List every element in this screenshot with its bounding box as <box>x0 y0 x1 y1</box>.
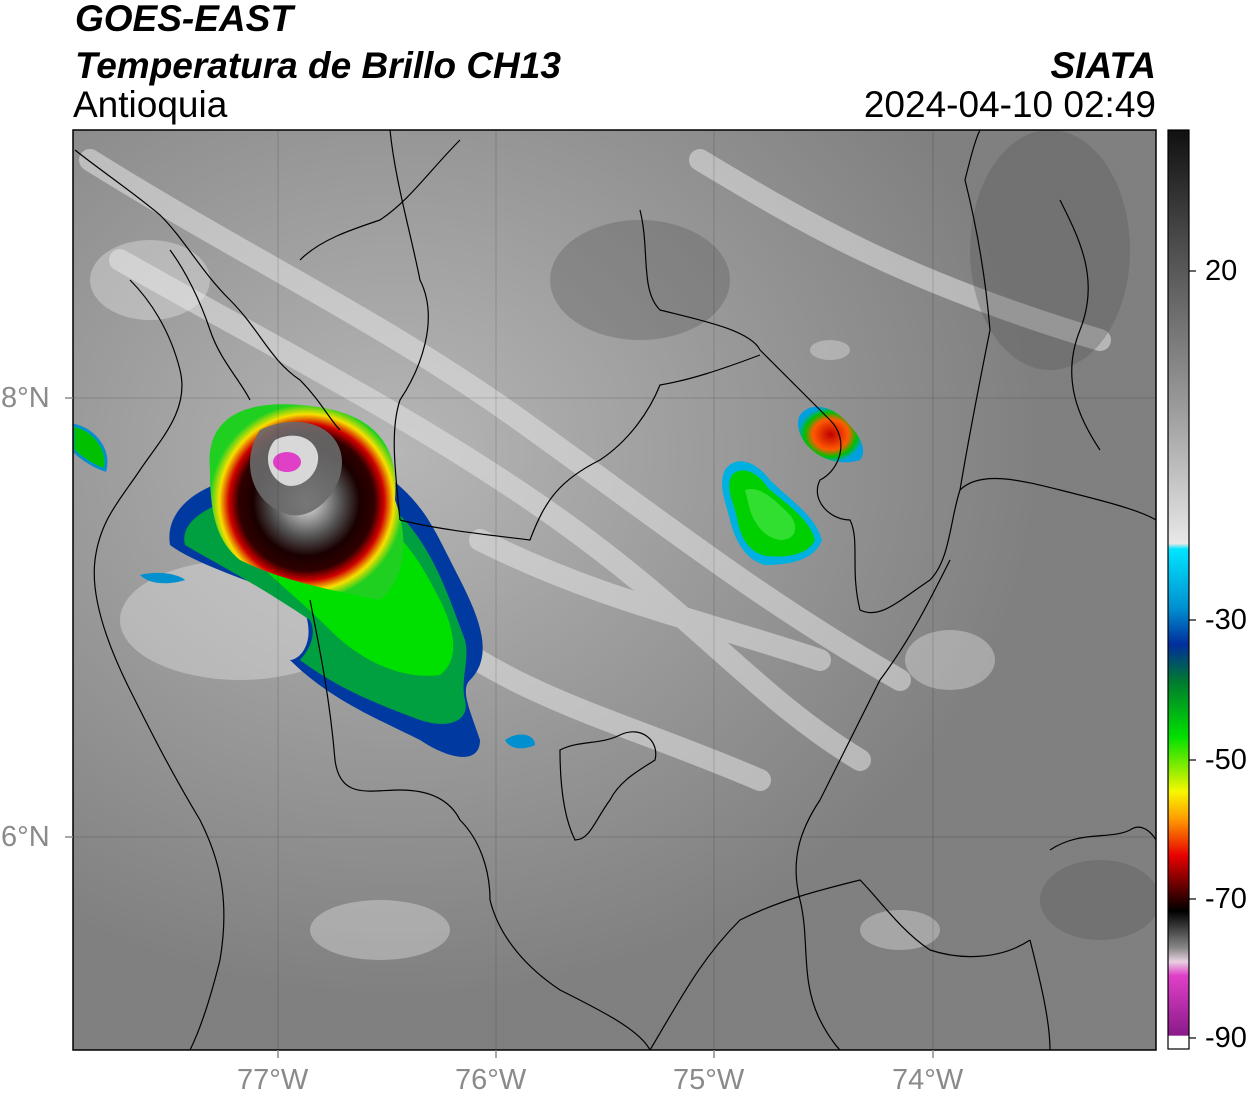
colorbar-label: 20 <box>1205 255 1238 287</box>
org-label: SIATA <box>1050 45 1156 86</box>
colorbar-label: -70 <box>1205 883 1247 915</box>
graticule <box>73 130 1156 1050</box>
storm-cell-east <box>722 406 864 565</box>
map-plot-area <box>73 130 1156 1050</box>
colorbar-ticks <box>1189 270 1196 1039</box>
map-frame <box>72 129 1157 1051</box>
storm-cell-main <box>73 404 535 757</box>
axis-ticks <box>65 397 934 1058</box>
lon-tick-label: 75°W <box>673 1064 745 1096</box>
lon-tick-label: 77°W <box>237 1064 309 1096</box>
lat-tick-label: 6°N <box>1 821 50 853</box>
colorbar-label: -30 <box>1205 604 1247 636</box>
colorbar-label: -50 <box>1205 744 1247 776</box>
lat-tick-label: 8°N <box>1 382 50 414</box>
title-satellite: GOES-EAST <box>75 0 293 39</box>
colorbar-label: -90 <box>1205 1022 1247 1054</box>
lon-tick-label: 76°W <box>455 1064 527 1096</box>
subtitle-region: Antioquia <box>73 84 228 125</box>
borders <box>74 130 1156 1050</box>
datetime-label: 2024-04-10 02:49 <box>863 84 1156 125</box>
colorbar-frame <box>1167 129 1190 1050</box>
colorbar <box>1168 130 1189 1049</box>
title-product: Temperatura de Brillo CH13 <box>75 45 561 86</box>
lon-tick-label: 74°W <box>892 1064 964 1096</box>
